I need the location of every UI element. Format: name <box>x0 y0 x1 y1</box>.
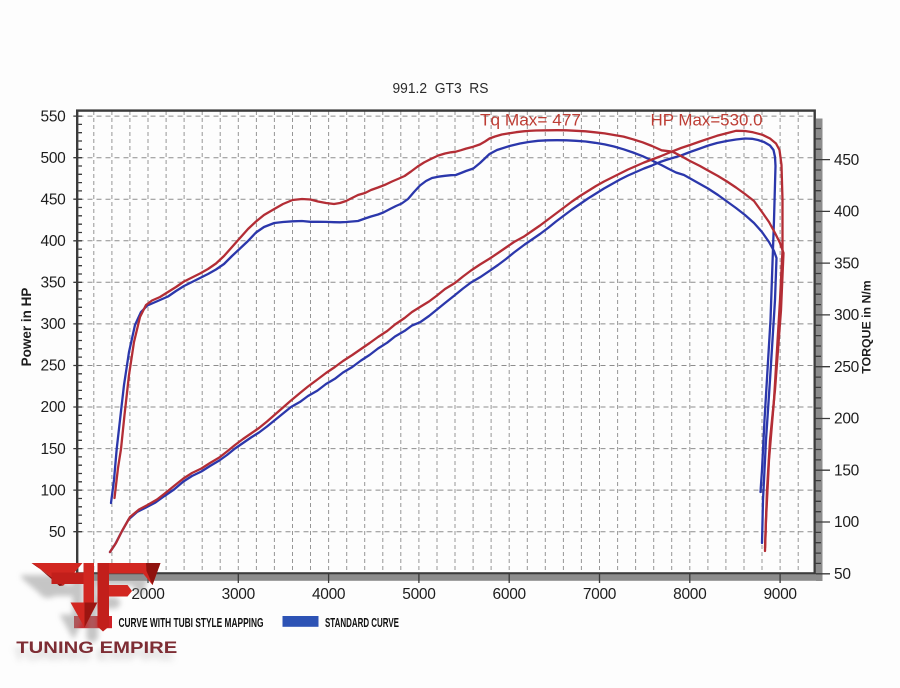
svg-text:TORQUE in N/m: TORQUE in N/m <box>860 280 874 373</box>
svg-text:200: 200 <box>41 399 67 416</box>
svg-text:991.2 GT3 RS: 991.2 GT3 RS <box>393 81 489 97</box>
svg-text:350: 350 <box>41 275 67 292</box>
svg-text:250: 250 <box>41 358 67 375</box>
svg-text:350: 350 <box>834 255 860 272</box>
svg-text:450: 450 <box>41 191 67 208</box>
svg-text:6000: 6000 <box>493 586 527 603</box>
svg-text:150: 150 <box>41 441 67 458</box>
svg-text:550: 550 <box>41 108 67 125</box>
svg-text:50: 50 <box>834 566 851 583</box>
svg-text:7000: 7000 <box>583 586 617 603</box>
svg-text:Power in HP: Power in HP <box>19 288 34 367</box>
svg-text:4000: 4000 <box>312 586 346 603</box>
svg-text:500: 500 <box>41 150 67 167</box>
svg-text:400: 400 <box>41 233 67 250</box>
svg-text:200: 200 <box>834 411 860 428</box>
svg-text:100: 100 <box>834 514 860 531</box>
svg-text:TUNING EMPIRE: TUNING EMPIRE <box>13 646 174 664</box>
svg-text:150: 150 <box>834 462 860 479</box>
svg-text:STANDARD CURVE: STANDARD CURVE <box>325 616 399 630</box>
svg-text:450: 450 <box>834 152 860 169</box>
svg-text:300: 300 <box>41 316 67 333</box>
svg-text:50: 50 <box>49 524 66 541</box>
svg-text:300: 300 <box>834 307 860 324</box>
svg-text:5000: 5000 <box>402 586 436 603</box>
svg-text:100: 100 <box>41 482 67 499</box>
svg-text:TUNING EMPIRE: TUNING EMPIRE <box>16 639 177 657</box>
svg-text:8000: 8000 <box>673 586 707 603</box>
svg-text:400: 400 <box>834 204 860 221</box>
svg-text:9000: 9000 <box>763 586 797 603</box>
svg-text:3000: 3000 <box>222 586 256 603</box>
svg-text:Tq Max= 477: Tq Max= 477 <box>480 111 581 130</box>
svg-text:HP Max=530.0: HP Max=530.0 <box>651 111 763 130</box>
svg-text:250: 250 <box>834 359 860 376</box>
svg-text:CURVE WITH TUBI STYLE MAPPING: CURVE WITH TUBI STYLE MAPPING <box>119 616 264 630</box>
